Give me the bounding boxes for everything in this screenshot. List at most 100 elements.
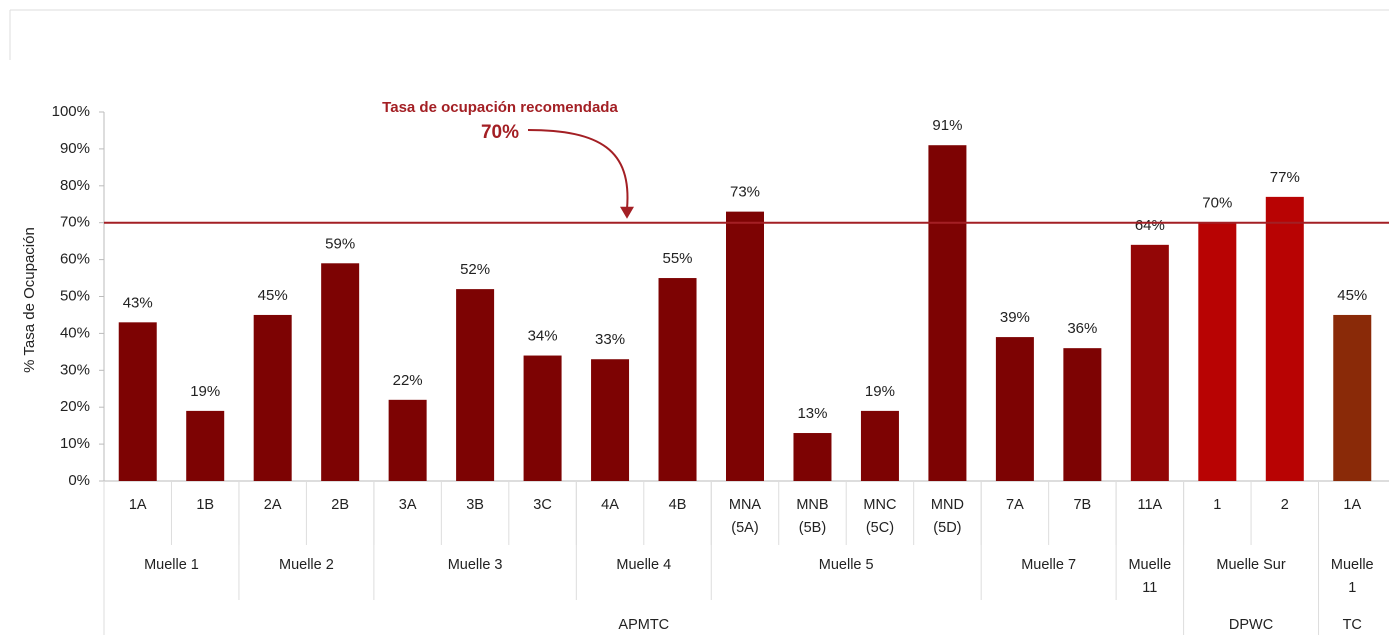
x-tick-label-cell: 1	[1184, 494, 1251, 544]
reference-arrowhead	[620, 206, 634, 219]
x-tick-label-cell: 11A	[1116, 494, 1183, 544]
x-tick-label: 2A	[263, 497, 282, 513]
group-label-cell: Muelle 7	[981, 554, 1116, 604]
x-tick-label: MNA (5A)	[728, 497, 762, 536]
value-label: 39%	[1000, 309, 1030, 326]
y-tick-label: 90%	[60, 140, 90, 157]
value-label: 36%	[1067, 320, 1097, 337]
bar	[186, 410, 225, 481]
supergroup-label: TC	[1342, 617, 1362, 633]
x-tick-label: 3B	[466, 497, 484, 513]
bar	[1198, 222, 1237, 481]
value-label: 45%	[258, 287, 288, 304]
bar	[860, 410, 899, 481]
x-tick-label-cell: 7B	[1049, 494, 1116, 544]
group-label-cell: Muelle Sur	[1184, 554, 1319, 604]
x-tick-label: 1A	[128, 497, 147, 513]
group-label-cell: Muelle 5	[711, 554, 981, 604]
x-tick-label: MNC (5C)	[863, 497, 897, 536]
y-tick-label: 0%	[68, 472, 90, 489]
bar	[726, 211, 764, 481]
bar	[456, 289, 495, 481]
x-tick-label: 3A	[398, 497, 417, 513]
group-label: Muelle 1	[144, 557, 199, 573]
x-tick-label-cell: MNA (5A)	[711, 494, 778, 544]
x-tick-label: 11A	[1137, 497, 1163, 513]
reference-arrow	[527, 129, 629, 209]
group-label-cell: Muelle 1	[104, 554, 239, 604]
group-label-cell: Muelle 3	[374, 554, 576, 604]
x-tick-label-cell: 3B	[441, 494, 508, 544]
y-tick-label: 50%	[60, 287, 90, 304]
x-tick-label: 2B	[331, 497, 350, 513]
x-tick-label: 1B	[196, 497, 215, 513]
x-tick-label-cell: 3A	[374, 494, 441, 544]
group-label: Muelle 7	[1021, 557, 1077, 573]
supergroup-label-cell: APMTC	[104, 614, 1184, 635]
group-label: Muelle Sur	[1216, 557, 1286, 573]
value-label: 59%	[325, 235, 355, 252]
group-label-cell: Muelle 1	[1319, 554, 1386, 604]
value-label: 19%	[865, 383, 895, 400]
y-axis-label: % Tasa de Ocupación	[21, 227, 38, 373]
x-tick-label-cell: 1B	[171, 494, 238, 544]
x-tick-label: 7B	[1073, 497, 1092, 513]
bar	[793, 433, 832, 481]
x-tick-label: MNB (5B)	[796, 497, 829, 536]
value-label: 34%	[528, 328, 558, 345]
x-tick-label-cell: 1A	[104, 494, 171, 544]
supergroup-label-cell: DPWC	[1184, 614, 1319, 635]
x-tick-label-cell: 4A	[576, 494, 643, 544]
y-tick-label: 80%	[60, 177, 90, 194]
value-label: 43%	[123, 294, 153, 311]
x-tick-label: 2	[1280, 497, 1289, 513]
bar	[928, 145, 967, 481]
bar	[1130, 244, 1169, 481]
value-label: 70%	[1202, 195, 1232, 212]
value-label: 52%	[460, 261, 490, 278]
y-tick-label: 40%	[60, 324, 90, 341]
x-tick-label: 3C	[533, 497, 552, 513]
x-tick-label-cell: MNB (5B)	[779, 494, 846, 544]
x-tick-label-cell: 2A	[239, 494, 306, 544]
bar	[388, 399, 427, 481]
bar	[1063, 348, 1102, 481]
supergroup-label-cell: TC	[1319, 614, 1386, 635]
value-label: 45%	[1337, 287, 1367, 304]
supergroup-label: DPWC	[1228, 617, 1274, 633]
bar	[321, 263, 360, 481]
y-tick-label: 10%	[60, 435, 90, 452]
group-label: Muelle 2	[279, 557, 334, 573]
value-label: 55%	[663, 250, 693, 267]
x-tick-label: 1	[1213, 497, 1222, 513]
bar	[1333, 314, 1372, 481]
y-tick-label: 70%	[60, 214, 90, 231]
value-label: 22%	[393, 372, 423, 389]
bar	[1265, 196, 1304, 481]
group-label: Muelle 1	[1330, 557, 1374, 596]
bar	[118, 322, 157, 481]
x-tick-label: 4A	[601, 497, 619, 513]
x-tick-label: 4B	[668, 497, 687, 513]
x-tick-label-cell: MND (5D)	[914, 494, 981, 544]
value-label: 73%	[730, 184, 760, 201]
group-label-cell: Muelle 11	[1116, 554, 1183, 604]
x-tick-label-cell: MNC (5C)	[846, 494, 913, 544]
bar	[591, 359, 630, 481]
x-tick-label-cell: 2	[1251, 494, 1318, 544]
value-label: 33%	[595, 331, 625, 348]
value-label: 64%	[1135, 217, 1165, 234]
group-label-cell: Muelle 4	[576, 554, 711, 604]
value-label: 19%	[190, 383, 220, 400]
reference-title: Tasa de ocupación recomendada	[382, 99, 618, 116]
bar	[253, 314, 292, 481]
x-tick-label: 1A	[1343, 497, 1362, 513]
y-tick-label: 60%	[60, 251, 90, 268]
bar	[658, 278, 697, 481]
y-tick-label: 30%	[60, 361, 90, 378]
group-label: Muelle 4	[616, 557, 672, 573]
y-tick-label: 100%	[52, 103, 90, 120]
x-tick-label: 7A	[1006, 497, 1024, 513]
group-label: Muelle 5	[818, 557, 874, 573]
